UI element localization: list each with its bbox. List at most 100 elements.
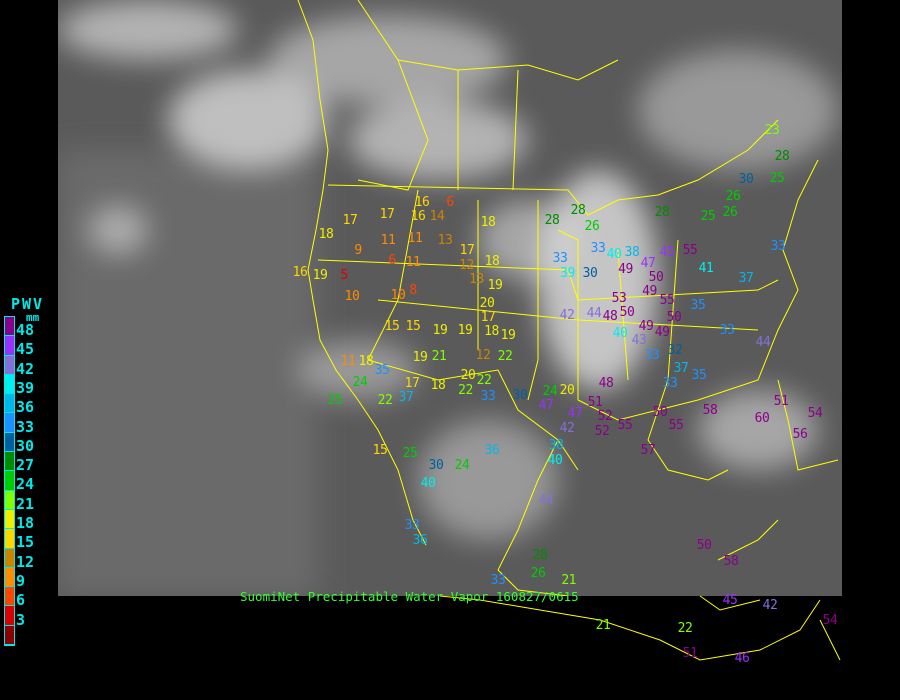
station-pwv-value: 21 [431, 348, 447, 364]
legend-label: 45 [16, 340, 35, 359]
station-pwv-value: 47 [567, 405, 583, 421]
station-pwv-value: 20 [460, 367, 476, 383]
legend-label: 3 [16, 610, 26, 629]
station-pwv-value: 15 [405, 318, 421, 334]
station-pwv-value: 9 [354, 242, 362, 258]
station-pwv-value: 38 [548, 437, 564, 453]
station-pwv-value: 28 [570, 202, 586, 218]
station-pwv-value: 38 [624, 244, 640, 260]
station-pwv-value: 42 [559, 420, 575, 436]
station-pwv-value: 26 [530, 565, 546, 581]
station-pwv-value: 11 [340, 353, 356, 369]
station-pwv-value: 37 [738, 270, 754, 286]
legend-swatch [5, 509, 14, 530]
legend-label: 27 [16, 456, 35, 475]
station-pwv-value: 5 [340, 267, 348, 283]
station-pwv-value: 19 [457, 322, 473, 338]
station-pwv-value: 32 [667, 342, 683, 358]
station-pwv-value: 58 [702, 402, 718, 418]
station-pwv-value: 22 [677, 620, 693, 636]
station-pwv-value: 22 [476, 372, 492, 388]
station-pwv-value: 53 [611, 290, 627, 306]
legend-swatch [5, 587, 14, 607]
station-pwv-value: 44 [538, 492, 554, 508]
station-pwv-value: 41 [698, 260, 714, 276]
legend-label: 15 [16, 533, 35, 552]
station-pwv-value: 21 [595, 617, 611, 633]
station-pwv-value: 49 [654, 325, 670, 341]
station-pwv-value: 16 [414, 194, 430, 210]
legend-swatch [5, 432, 14, 453]
station-pwv-value: 55 [682, 242, 698, 258]
station-pwv-value: 26 [584, 218, 600, 234]
station-pwv-value: 10 [390, 287, 406, 303]
satellite-map [58, 0, 842, 596]
station-pwv-value: 11 [407, 230, 423, 246]
station-pwv-value: 17 [342, 212, 358, 228]
station-pwv-value: 30 [512, 387, 528, 403]
station-pwv-value: 20 [479, 295, 495, 311]
legend-label: 21 [16, 494, 35, 513]
station-pwv-value: 35 [691, 367, 707, 383]
station-pwv-value: 18 [318, 226, 334, 242]
station-pwv-value: 19 [432, 322, 448, 338]
station-pwv-value: 16 [410, 208, 426, 224]
legend-swatch [5, 567, 14, 588]
station-pwv-value: 28 [544, 212, 560, 228]
station-pwv-value: 33 [719, 322, 735, 338]
station-pwv-value: 14 [429, 208, 445, 224]
legend-label: 39 [16, 378, 35, 397]
station-pwv-value: 25 [402, 445, 418, 461]
station-pwv-value: 10 [344, 288, 360, 304]
legend-label: 24 [16, 475, 35, 494]
map-boundaries [297, 0, 839, 596]
station-pwv-value: 46 [734, 650, 750, 666]
legend-swatch [5, 336, 14, 356]
station-pwv-value: 50 [619, 304, 635, 320]
station-pwv-value: 54 [807, 405, 823, 421]
station-pwv-value: 57 [640, 442, 656, 458]
legend-swatch [5, 355, 14, 375]
station-pwv-value: 16 [292, 264, 308, 280]
map-caption: SuomiNet Precipitable Water Vapor 160827… [240, 589, 579, 604]
station-pwv-value: 33 [552, 250, 568, 266]
station-pwv-value: 17 [459, 242, 475, 258]
station-pwv-value: 45 [659, 244, 675, 260]
station-pwv-value: 36 [484, 442, 500, 458]
legend-label: 18 [16, 514, 35, 532]
legend-swatch [5, 471, 14, 491]
station-pwv-value: 48 [598, 375, 614, 391]
station-pwv-value: 60 [754, 410, 770, 426]
station-pwv-value: 19 [412, 349, 428, 365]
station-pwv-value: 12 [475, 347, 491, 363]
station-pwv-value: 12 [459, 257, 474, 273]
station-pwv-value: 11 [380, 232, 396, 248]
station-pwv-value: 44 [755, 334, 771, 350]
station-pwv-value: 37 [673, 360, 689, 376]
station-pwv-value: 25 [700, 208, 716, 224]
station-pwv-value: 6 [446, 194, 454, 210]
legend-label: 42 [16, 359, 35, 378]
station-pwv-value: 40 [420, 475, 436, 491]
station-pwv-value: 19 [500, 327, 516, 343]
satellite-imagery [58, 0, 842, 596]
station-pwv-value: 56 [792, 426, 808, 442]
station-pwv-value: 58 [723, 553, 739, 569]
station-pwv-value: 50 [652, 404, 668, 420]
station-pwv-value: 18 [484, 323, 499, 339]
station-pwv-value: 36 [412, 532, 428, 548]
station-pwv-value: 25 [769, 170, 785, 186]
station-pwv-value: 33 [770, 238, 786, 254]
station-pwv-value: 8 [409, 282, 417, 298]
station-pwv-value: 25 [327, 392, 343, 408]
legend-swatch [5, 606, 14, 626]
legend-color-bar [4, 316, 15, 647]
station-pwv-value: 18 [358, 353, 374, 369]
legend-label: 36 [16, 398, 35, 417]
station-pwv-value: 50 [696, 537, 712, 553]
station-pwv-value: 50 [648, 269, 664, 285]
station-pwv-value: 24 [454, 457, 470, 473]
station-pwv-value: 33 [404, 517, 420, 533]
